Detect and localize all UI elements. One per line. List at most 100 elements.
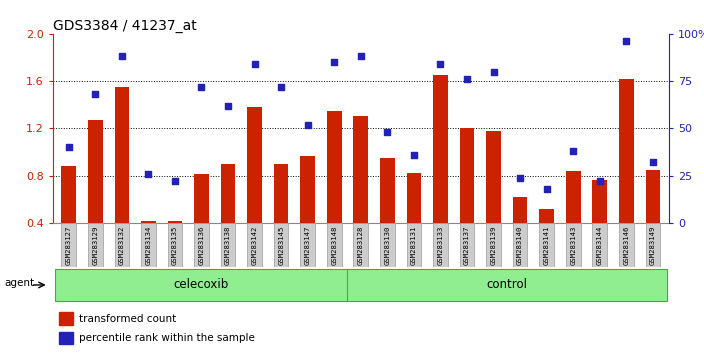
FancyBboxPatch shape (274, 223, 289, 267)
FancyBboxPatch shape (486, 223, 501, 267)
FancyBboxPatch shape (327, 223, 341, 267)
Bar (168, 221, 182, 270)
FancyBboxPatch shape (353, 223, 368, 267)
Text: GSM283134: GSM283134 (146, 225, 151, 265)
Point (169, 178, 180, 184)
Bar (327, 110, 341, 270)
FancyBboxPatch shape (168, 223, 182, 267)
FancyBboxPatch shape (619, 223, 634, 267)
FancyBboxPatch shape (194, 223, 209, 267)
FancyBboxPatch shape (301, 223, 315, 267)
Bar (460, 129, 474, 270)
Bar (593, 181, 607, 270)
Text: GSM283142: GSM283142 (251, 225, 258, 265)
Point (435, 61, 446, 67)
Bar (247, 107, 262, 270)
Bar (407, 173, 421, 270)
Text: GSM283145: GSM283145 (278, 225, 284, 265)
FancyBboxPatch shape (247, 223, 262, 267)
Text: GSM283144: GSM283144 (597, 225, 603, 265)
Point (461, 76, 472, 82)
Text: GSM283133: GSM283133 (437, 225, 444, 265)
Point (647, 160, 658, 165)
Text: GSM283147: GSM283147 (305, 225, 310, 265)
Point (329, 59, 340, 65)
FancyBboxPatch shape (460, 223, 474, 267)
Point (594, 178, 605, 184)
FancyBboxPatch shape (88, 223, 103, 267)
Text: control: control (486, 279, 527, 291)
Text: GSM283132: GSM283132 (119, 225, 125, 265)
Point (355, 53, 366, 59)
Text: GSM283129: GSM283129 (92, 225, 99, 265)
Point (89, 91, 101, 97)
Bar (619, 79, 634, 270)
FancyBboxPatch shape (566, 223, 581, 267)
Text: GSM283138: GSM283138 (225, 225, 231, 265)
Point (408, 152, 420, 158)
Text: transformed count: transformed count (79, 314, 176, 324)
Bar (194, 175, 209, 270)
Bar (353, 116, 368, 270)
Point (116, 53, 127, 59)
Text: GSM283146: GSM283146 (623, 225, 629, 265)
FancyBboxPatch shape (141, 223, 156, 267)
FancyBboxPatch shape (380, 223, 395, 267)
Bar (141, 221, 156, 270)
FancyBboxPatch shape (513, 223, 527, 267)
Point (275, 84, 287, 90)
Point (621, 38, 632, 44)
Bar (301, 155, 315, 270)
Point (63, 144, 75, 150)
Text: GSM283136: GSM283136 (199, 225, 204, 265)
FancyBboxPatch shape (593, 223, 607, 267)
Point (143, 171, 154, 177)
Bar (539, 209, 554, 270)
Text: percentile rank within the sample: percentile rank within the sample (79, 333, 255, 343)
FancyBboxPatch shape (407, 223, 421, 267)
Bar (221, 164, 235, 270)
Point (567, 148, 579, 154)
Text: GSM283140: GSM283140 (517, 225, 523, 265)
Point (382, 129, 393, 135)
Text: GSM283131: GSM283131 (411, 225, 417, 265)
Text: GSM283149: GSM283149 (650, 225, 656, 265)
Text: GSM283148: GSM283148 (332, 225, 337, 265)
Bar (646, 170, 660, 270)
FancyBboxPatch shape (347, 269, 667, 301)
Bar (380, 158, 395, 270)
Text: GSM283130: GSM283130 (384, 225, 390, 265)
FancyBboxPatch shape (61, 223, 76, 267)
Bar (59, 312, 73, 325)
Text: GSM283127: GSM283127 (65, 225, 72, 265)
Point (222, 103, 234, 108)
Bar (61, 166, 76, 270)
Point (302, 122, 313, 127)
Text: GSM283143: GSM283143 (570, 225, 576, 265)
Point (249, 61, 260, 67)
FancyBboxPatch shape (539, 223, 554, 267)
Bar (433, 75, 448, 270)
Bar (88, 120, 103, 270)
Text: GSM283135: GSM283135 (172, 225, 178, 265)
FancyBboxPatch shape (433, 223, 448, 267)
Text: GSM283139: GSM283139 (491, 225, 496, 265)
Bar (115, 87, 129, 270)
Text: GSM283128: GSM283128 (358, 225, 364, 265)
Bar (566, 171, 581, 270)
Bar (513, 197, 527, 270)
Point (196, 84, 207, 90)
Text: GDS3384 / 41237_at: GDS3384 / 41237_at (53, 19, 196, 33)
Text: GSM283137: GSM283137 (464, 225, 470, 265)
Point (488, 69, 499, 74)
FancyBboxPatch shape (115, 223, 129, 267)
FancyBboxPatch shape (646, 223, 660, 267)
Point (515, 175, 526, 181)
Bar (274, 164, 289, 270)
FancyBboxPatch shape (55, 269, 348, 301)
Text: agent: agent (4, 278, 34, 288)
Text: celecoxib: celecoxib (174, 279, 229, 291)
FancyBboxPatch shape (221, 223, 235, 267)
Text: GSM283141: GSM283141 (543, 225, 550, 265)
Point (541, 186, 553, 192)
